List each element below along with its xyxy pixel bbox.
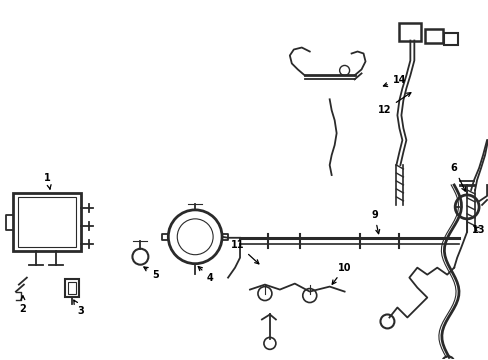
Bar — [64, 279, 79, 297]
Text: 6: 6 — [450, 163, 465, 191]
Bar — [13, 193, 81, 251]
Text: 5: 5 — [143, 267, 159, 280]
Bar — [18, 197, 76, 247]
Text: 9: 9 — [370, 210, 379, 234]
Text: 13: 13 — [471, 225, 485, 235]
Bar — [425, 28, 442, 42]
Text: 1: 1 — [44, 173, 51, 189]
Bar — [399, 23, 421, 41]
Text: 11: 11 — [231, 240, 258, 264]
Text: 4: 4 — [198, 266, 213, 283]
Bar — [67, 282, 76, 293]
Text: 3: 3 — [74, 300, 84, 316]
Text: 2: 2 — [20, 296, 26, 314]
Text: 12: 12 — [377, 93, 410, 115]
Text: 14: 14 — [383, 75, 406, 86]
Text: 10: 10 — [331, 263, 351, 284]
Bar — [443, 32, 457, 45]
